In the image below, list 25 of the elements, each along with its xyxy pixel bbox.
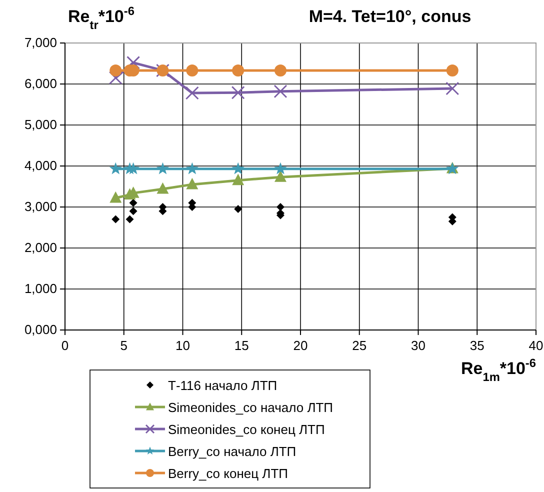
legend-label: Т-116 начало ЛТП [168,378,278,393]
legend-label: Berry_co конец ЛТП [168,466,288,481]
legend-label: Simeonides_co начало ЛТП [168,400,334,415]
y-tick-label: 2,000 [24,240,57,255]
x-tick-label: 5 [120,338,128,353]
x-tick-label: 35 [470,338,484,353]
y-axis-title: Re$_{tr}$*10$^{-6}$ [68,4,135,32]
x-tick-label: 0 [61,338,69,353]
chart-title: M=4. Tet=10°, conus [308,7,472,26]
y-tick-label: 4,000 [24,158,57,173]
y-tick-label: 5,000 [24,117,57,132]
x-tick-label: 25 [352,338,367,353]
y-tick-label: 6,000 [24,76,57,91]
x-tick-label: 30 [411,338,426,353]
y-tick-label: 7,000 [24,35,57,50]
x-tick-label: 15 [234,338,249,353]
legend-label: Berry_co начало ЛТП [168,444,296,459]
x-tick-label: 20 [293,338,308,353]
y-tick-label: 1,000 [24,281,57,296]
x-tick-label: 10 [176,338,190,353]
y-tick-label: 0,000 [24,322,57,337]
x-axis-title: Re$_{1m}$*10$^{-6}$ [460,356,536,384]
legend-label: Simeonides_co конец ЛТП [168,422,325,437]
y-tick-label: 3,000 [24,199,57,214]
x-tick-label: 40 [528,338,544,353]
